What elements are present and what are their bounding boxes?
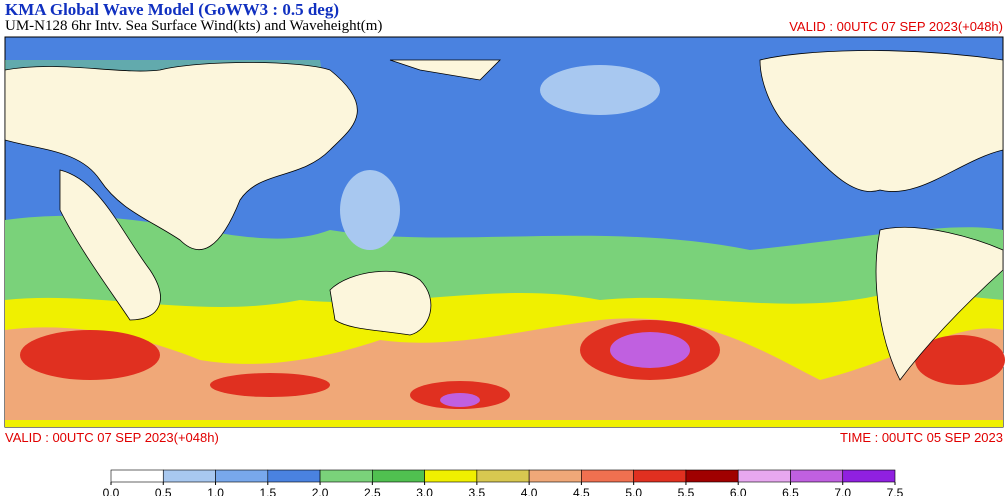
colorbar-swatch bbox=[215, 469, 269, 483]
colorbar-label: 3.0 bbox=[416, 486, 433, 496]
colorbar-swatch bbox=[528, 469, 582, 483]
colorbar-label: 1.5 bbox=[259, 486, 276, 496]
map bbox=[4, 36, 1005, 428]
colorbar-swatch bbox=[581, 469, 634, 483]
colorbar-swatch bbox=[633, 469, 687, 483]
colorbar-label: 6.5 bbox=[782, 486, 799, 496]
colorbar-swatch bbox=[424, 469, 478, 483]
colorbar-label: 7.0 bbox=[834, 486, 851, 496]
colorbar-label: 2.5 bbox=[364, 486, 381, 496]
colorbar-swatch bbox=[737, 469, 791, 483]
colorbar-swatch bbox=[110, 469, 164, 483]
colorbar-label: 2.0 bbox=[312, 486, 329, 496]
colorbar-label: 0.5 bbox=[155, 486, 172, 496]
title: KMA Global Wave Model (GoWW3 : 0.5 deg) bbox=[5, 0, 339, 19]
colorbar-label: 0.0 bbox=[103, 486, 120, 496]
colorbar-swatch bbox=[267, 469, 321, 483]
valid-top: VALID : 00UTC 07 SEP 2023(+048h) bbox=[789, 19, 1003, 34]
colorbar-label: 5.0 bbox=[625, 486, 642, 496]
colorbar-label: 3.5 bbox=[469, 486, 486, 496]
colorbar-swatch bbox=[476, 469, 530, 483]
colorbar-label: 4.0 bbox=[521, 486, 538, 496]
colorbar-swatch bbox=[790, 469, 844, 483]
colorbar-swatch bbox=[319, 469, 373, 483]
colorbar-label: 6.0 bbox=[730, 486, 747, 496]
init-time: TIME : 00UTC 05 SEP 2023 bbox=[840, 430, 1003, 445]
colorbar-label: 5.5 bbox=[678, 486, 695, 496]
colorbar-swatch bbox=[685, 469, 739, 483]
colorbar-label: 7.5 bbox=[887, 486, 904, 496]
subtitle: UM-N128 6hr Intv. Sea Surface Wind(kts) … bbox=[5, 18, 382, 34]
colorbar: 0.0 0.5 1.0 1.5 2.0 2.5 3.0 3.5 4.0 4.5 5.0 5.5 6.0 6… bbox=[103, 469, 904, 496]
colorbar-swatch bbox=[162, 469, 216, 483]
colorbar-label: 1.0 bbox=[207, 486, 224, 496]
valid-bottom: VALID : 00UTC 07 SEP 2023(+048h) bbox=[5, 430, 219, 445]
colorbar-label: 4.5 bbox=[573, 486, 590, 496]
colorbar-swatch bbox=[372, 469, 425, 483]
colorbar-swatch bbox=[842, 469, 896, 483]
